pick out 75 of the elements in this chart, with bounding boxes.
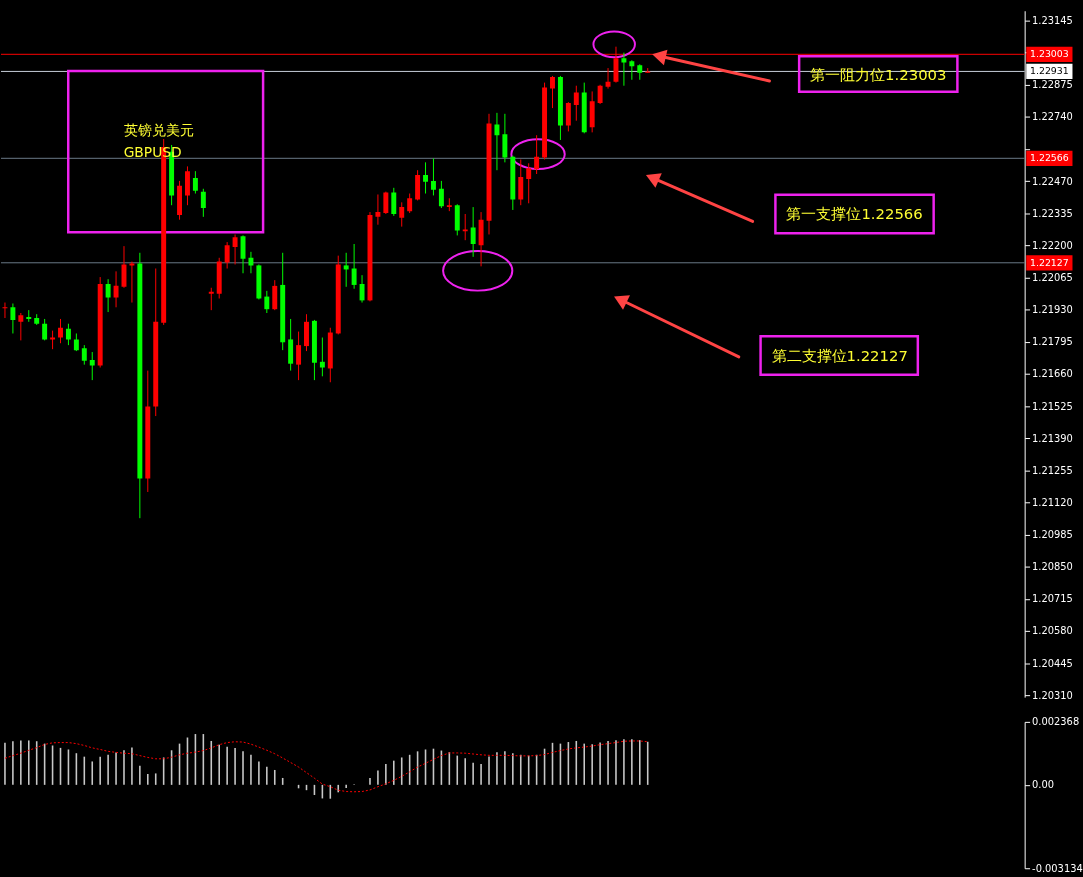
candlestick [208,287,214,311]
y-tick-label: 1.22875 [1032,79,1073,91]
line-series [4,740,649,793]
y-tick-label: 1.21120 [1032,496,1073,508]
ref-line-label: 1.23003 [1029,48,1069,60]
candlestick [113,270,119,308]
candlestick [430,158,436,196]
ref-line-label: 1.22566 [1029,152,1069,164]
candlestick [18,312,24,341]
y-tick-label: -0.003134 [1032,862,1083,874]
candlestick [296,331,302,381]
annotation: 第二支撑位1.22127 [771,346,908,364]
candlestick [550,75,555,109]
y-tick-label: 0.00 [1032,779,1055,791]
y-tick-label: 1.20985 [1032,529,1073,541]
candlestick [438,180,444,209]
y-tick-label: 1.21255 [1032,464,1073,476]
annotation: 第一支撑位1.22566 [786,205,923,223]
y-tick-label: 1.22740 [1032,111,1073,123]
candlestick [359,274,365,304]
y-tick-label: 1.21660 [1032,368,1073,380]
candlestick [2,302,8,319]
candlestick [248,251,254,274]
candlestick [423,161,428,195]
y-tick-label: 1.20715 [1032,593,1073,605]
y-tick-label: 1.21795 [1032,336,1073,348]
y-tick-label: 1.21390 [1032,432,1073,444]
y-tick-label: 1.20310 [1032,689,1073,701]
y-tick-label: 1.23145 [1032,14,1073,26]
candlestick [629,59,635,81]
y-tick-label: 1.22065 [1032,272,1073,284]
y-tick-label: 1.21525 [1032,400,1073,412]
candlestick [65,323,71,346]
candlestick [272,279,278,311]
candlestick [58,318,63,344]
candlestick [105,278,111,313]
candlestick [42,318,48,341]
y-tick-label: 1.20850 [1032,561,1073,573]
candlestick [494,112,500,171]
candlestick [375,193,381,226]
candlestick [462,213,468,241]
y-tick-label: 1.20445 [1032,657,1073,669]
y-tick-label: 0.002368 [1032,716,1080,728]
candlestick [383,191,389,215]
candlestick [319,337,325,377]
candlestick [351,243,357,290]
candlestick [534,134,540,175]
candlestick [502,113,508,163]
y-tick-label: 1.22335 [1032,207,1073,219]
candlestick [224,241,230,269]
candlestick [407,193,413,214]
candlestick [200,188,206,218]
candlestick [89,351,95,381]
candlestick [232,233,238,265]
candlestick [391,187,397,217]
y-tick-label: 1.20580 [1032,625,1073,637]
ref-line-label: 1.22127 [1029,256,1069,268]
candlestick [192,170,198,195]
candlestick [81,344,87,366]
candlestick [526,162,532,204]
candlestick [399,201,405,228]
candlestick [565,101,571,132]
candlestick [621,52,627,87]
ref-line-label: 1.22931 [1029,65,1069,77]
candlestick [10,302,16,334]
candlestick [518,159,524,206]
y-tick-label: 1.21930 [1032,304,1073,316]
candlestick [264,290,270,314]
y-tick-label: 1.22200 [1032,239,1073,251]
candlestick [605,67,611,90]
candlestick [573,85,579,122]
candlestick [597,84,603,105]
y-tick-label: 1.22470 [1032,175,1073,187]
candlestick [343,252,349,288]
candlestick [470,206,476,258]
